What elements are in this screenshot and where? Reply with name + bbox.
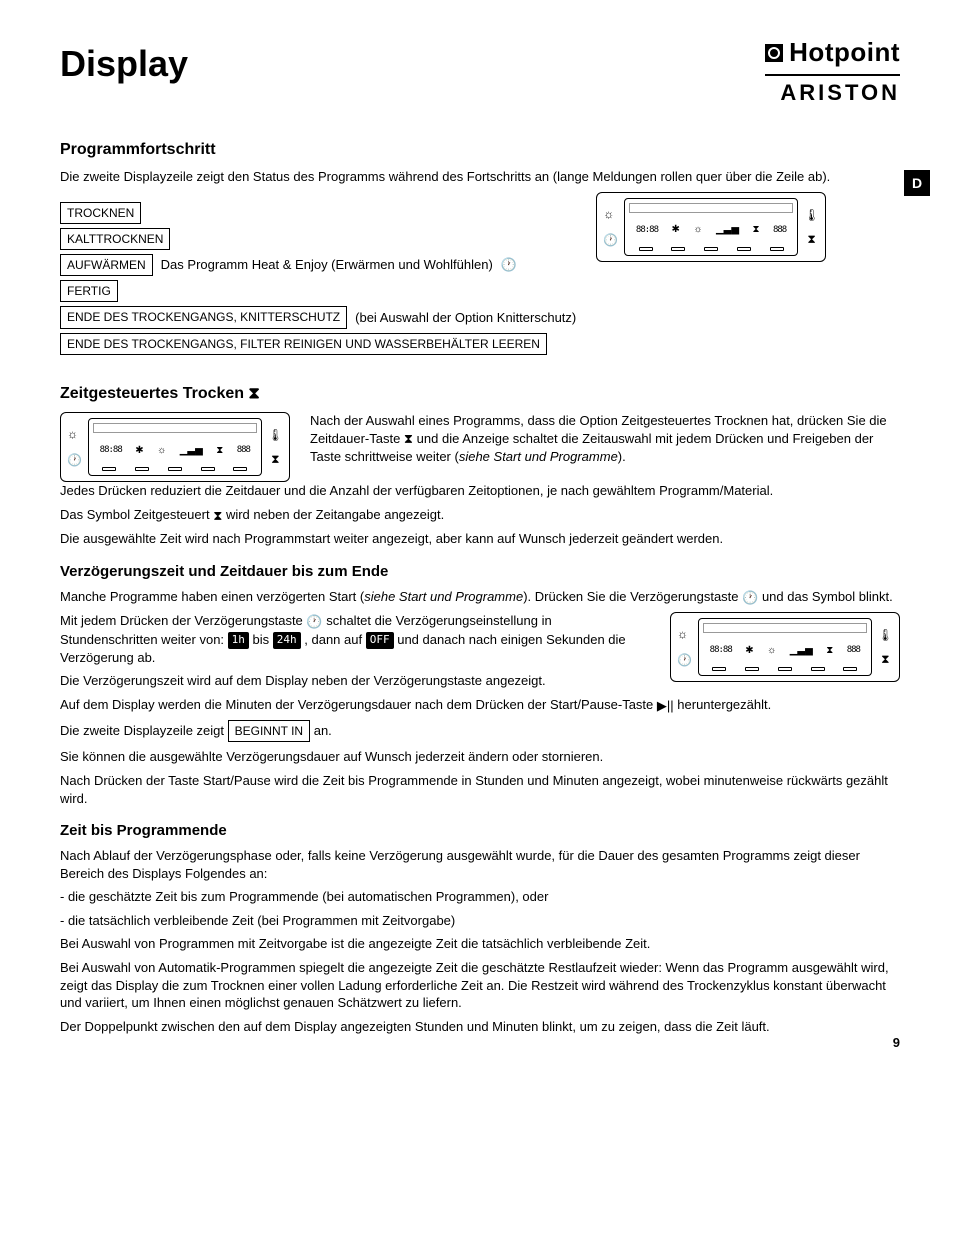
- status-box-list: TROCKNEN KALTTROCKNEN AUFWÄRMEN Das Prog…: [60, 202, 576, 355]
- fan-icon: ✱: [745, 644, 753, 658]
- hourglass-icon: ⧗: [752, 223, 759, 237]
- clock-icon: 🕐: [603, 232, 618, 248]
- verz-p1b: ). Drücken Sie die Verzögerungstaste: [523, 589, 742, 604]
- fan-icon: ✱: [135, 444, 143, 458]
- brand-logo: Hotpoint ARISTON: [765, 35, 900, 108]
- verz-p1: Manche Programme haben einen verzögerten…: [60, 588, 900, 606]
- verz-p2a: Mit jedem Drücken der Verzögerungstaste: [60, 613, 306, 628]
- verz-p1-italic: siehe Start und Programme: [364, 589, 523, 604]
- beginnt-in-box: BEGINNT IN: [228, 720, 310, 742]
- zeit-para1: Nach der Auswahl eines Programms, dass d…: [310, 412, 900, 465]
- ende-p4: Der Doppelpunkt zwischen den auf dem Dis…: [60, 1018, 900, 1036]
- verz-p3: Die Verzögerungszeit wird auf dem Displa…: [60, 672, 640, 690]
- bars-icon: ▁▃▅: [180, 444, 203, 458]
- ende-b1: - die geschätzte Zeit bis zum Programmen…: [60, 888, 900, 906]
- status-knitterschutz-note: (bei Auswahl der Option Knitterschutz): [355, 309, 576, 327]
- status-kalttrocknen: KALTTROCKNEN: [60, 228, 170, 250]
- sun-icon: ☼: [67, 426, 82, 442]
- clock-icon: 🕐: [67, 452, 82, 468]
- hourglass-icon: ⧗: [249, 383, 260, 405]
- zeit-p4: Die ausgewählte Zeit wird nach Programms…: [60, 530, 900, 548]
- pill-off: OFF: [366, 632, 394, 649]
- hourglass-icon: ⧗: [826, 644, 833, 658]
- section-programmende-heading: Zeit bis Programmende: [60, 821, 900, 841]
- programmfortschritt-intro: Die zweite Displayzeile zeigt den Status…: [60, 168, 900, 186]
- verz-p2: Mit jedem Drücken der Verzögerungstaste …: [60, 612, 640, 666]
- hourglass-icon: ⧗: [807, 231, 815, 247]
- brand-ariston: ARISTON: [765, 74, 900, 108]
- zeit-p3a: Das Symbol Zeitgesteuert: [60, 507, 213, 522]
- status-aufwaermen: AUFWÄRMEN: [60, 254, 153, 276]
- section-zeitgesteuert-heading: Zeitgesteuertes Trocken ⧗: [60, 383, 900, 405]
- hotpoint-icon: [765, 44, 783, 62]
- display-panel-2: ☼ 🕐 88:88✱ ☼▁▃▅ ⧗888 🌡 ⧗: [60, 412, 290, 482]
- ende-p3: Bei Auswahl von Automatik-Programmen spi…: [60, 959, 900, 1012]
- verz-p4b: heruntergezählt.: [677, 697, 771, 712]
- bars-icon: ▁▃▅: [790, 644, 813, 658]
- zeit-p3b: wird neben der Zeitangabe angezeigt.: [226, 507, 444, 522]
- verz-p4a: Auf dem Display werden die Minuten der V…: [60, 697, 657, 712]
- section-zeitgesteuert-text: Zeitgesteuertes Trocken: [60, 385, 244, 402]
- sun-icon: ☼: [677, 626, 692, 642]
- brand-hotpoint: Hotpoint: [765, 35, 900, 70]
- hourglass-icon: ⧗: [213, 507, 222, 525]
- page-number: 9: [893, 1034, 900, 1052]
- bars-icon: ▁▃▅: [716, 223, 739, 237]
- verz-p2c: bis: [253, 632, 273, 647]
- status-aufwaermen-note: Das Programm Heat & Enjoy (Erwärmen und …: [161, 256, 493, 274]
- verz-p4: Auf dem Display werden die Minuten der V…: [60, 696, 900, 714]
- verz-p5b: an.: [314, 723, 332, 738]
- thermo-icon: 🌡: [878, 627, 893, 643]
- thermo-icon: 🌡: [268, 427, 283, 443]
- verz-p5a: Die zweite Displayzeile zeigt: [60, 723, 228, 738]
- zeit-p1-b: ).: [618, 449, 626, 464]
- clock-icon: 🕐: [677, 652, 692, 668]
- clock-icon: 🕐: [501, 256, 517, 274]
- sun-icon: ☼: [767, 644, 776, 658]
- clock-icon: 🕐: [742, 589, 758, 607]
- status-trocknen: TROCKNEN: [60, 202, 141, 224]
- language-tab: D: [904, 170, 930, 196]
- display-panel-1: ☼ 🕐 88:88✱ ☼▁▃▅ ⧗888 🌡 ⧗: [596, 192, 826, 262]
- verz-p6: Sie können die ausgewählte Verzögerungsd…: [60, 748, 900, 766]
- zeit-p2: Jedes Drücken reduziert die Zeitdauer un…: [60, 482, 900, 500]
- hourglass-icon: ⧗: [271, 451, 279, 467]
- verz-p2d: , dann auf: [304, 632, 365, 647]
- zeit-p3: Das Symbol Zeitgesteuert ⧗ wird neben de…: [60, 506, 900, 524]
- zeit-p1-italic: siehe Start und Programme: [459, 449, 618, 464]
- status-ende-knitterschutz: ENDE DES TROCKENGANGS, KNITTERSCHUTZ: [60, 306, 347, 328]
- status-ende-filter: ENDE DES TROCKENGANGS, FILTER REINIGEN U…: [60, 333, 547, 355]
- sun-icon: ☼: [603, 206, 618, 222]
- ende-p2: Bei Auswahl von Programmen mit Zeitvorga…: [60, 935, 900, 953]
- clock-icon: 🕐: [306, 613, 322, 631]
- ende-p1: Nach Ablauf der Verzögerungsphase oder, …: [60, 847, 900, 882]
- section-verzoegerung-heading: Verzögerungszeit und Zeitdauer bis zum E…: [60, 562, 900, 582]
- playpause-icon: ▶||: [657, 697, 674, 715]
- brand-hotpoint-text: Hotpoint: [789, 35, 900, 70]
- pill-24h: 24h: [273, 632, 301, 649]
- verz-p1c: und das Symbol blinkt.: [758, 589, 892, 604]
- pill-1h: 1h: [228, 632, 249, 649]
- ende-b2: - die tatsächlich verbleibende Zeit (bei…: [60, 912, 900, 930]
- status-fertig: FERTIG: [60, 280, 118, 302]
- hourglass-icon: ⧗: [881, 651, 889, 667]
- verz-p7: Nach Drücken der Taste Start/Pause wird …: [60, 772, 900, 807]
- section-programmfortschritt-heading: Programmfortschritt: [60, 139, 900, 161]
- thermo-icon: 🌡: [804, 207, 819, 223]
- hourglass-icon: ⧗: [216, 444, 223, 458]
- verz-p5: Die zweite Displayzeile zeigt BEGINNT IN…: [60, 720, 900, 742]
- verz-p1a: Manche Programme haben einen verzögerten…: [60, 589, 364, 604]
- sun-icon: ☼: [693, 223, 702, 237]
- fan-icon: ✱: [671, 223, 679, 237]
- sun-icon: ☼: [157, 444, 166, 458]
- display-panel-3: ☼ 🕐 88:88✱ ☼▁▃▅ ⧗888 🌡 ⧗: [670, 612, 900, 682]
